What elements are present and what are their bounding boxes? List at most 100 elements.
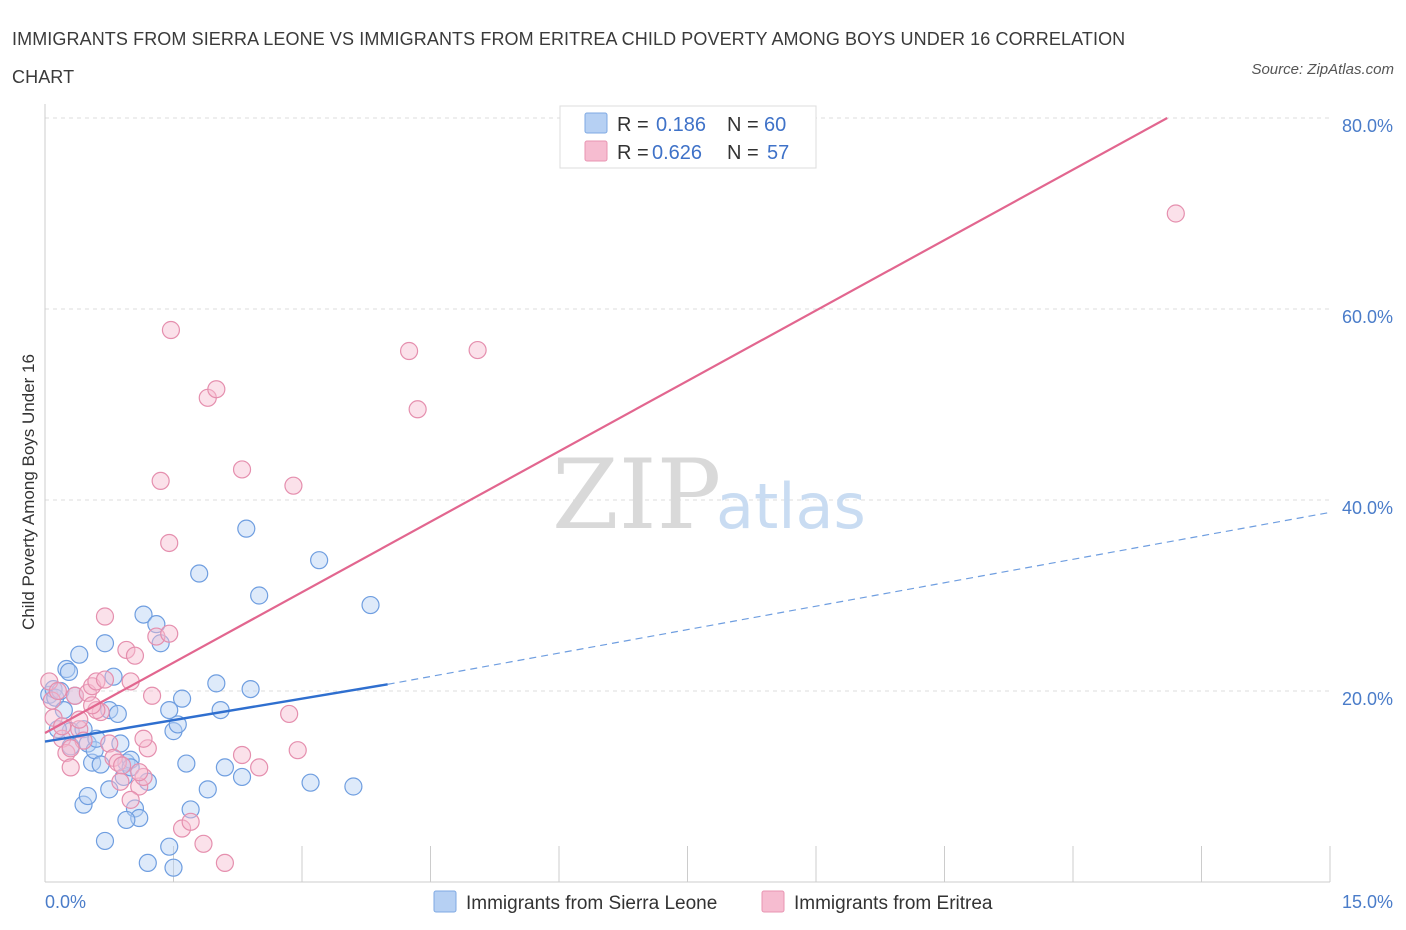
eritrea-point-25 [142,686,162,705]
bottom-legend-swatch-pink [761,890,785,913]
eritrea-point-38 [250,758,269,777]
sierra-leone-point-36 [190,564,209,583]
legend-r-value-1: 0.186 [656,114,706,136]
sierra-leone-point-16 [95,634,115,653]
eritrea-point-44 [468,340,487,360]
eritrea-point-54 [160,624,179,643]
sierra-leone-point-30 [160,700,179,720]
bottom-legend: Immigrants from Sierra Leone Immigrants … [433,890,993,914]
legend-swatch-pink [584,140,608,162]
trend-line-sierra-leone-extension [387,511,1331,685]
legend-box: R = 0.186 N = 60 R = 0.626 N = 57 [559,105,817,169]
eritrea-point-29 [161,320,181,340]
eritrea-point-36 [232,460,252,479]
bottom-legend-label-pink: Immigrants from Eritrea [794,893,993,914]
eritrea-point-46 [111,772,130,791]
eritrea-point-22 [130,777,149,796]
y-tick-label-3: 80.0% [1342,116,1393,136]
sierra-leone-point-26 [134,605,153,624]
trend-line-eritrea [44,117,1168,734]
legend-r-value-2: 0.626 [652,142,702,164]
sierra-leone-point-45 [301,773,320,792]
chart-title: IMMIGRANTS FROM SIERRA LEONE VS IMMIGRAN… [12,29,1126,87]
y-axis-label: Child Poverty Among Boys Under 16 [19,354,38,630]
eritrea-point-20 [121,672,140,691]
eritrea-point-37 [232,745,252,765]
eritrea-point-47 [121,790,140,809]
x-tick-label-1: 15.0% [1342,892,1393,912]
eritrea-point-34 [207,380,226,399]
watermark-atlas: atlas [716,470,866,543]
x-tick-label-0: 0.0% [45,892,86,912]
eritrea-point-53 [95,670,115,689]
legend-n-value-1: 60 [764,114,786,136]
sierra-leone-point-28 [147,615,166,634]
eritrea-point-42 [399,341,419,361]
sierra-leone-point-43 [241,679,260,699]
sierra-leone-point-56 [117,810,136,830]
bottom-legend-label-blue: Immigrants from Sierra Leone [466,893,717,914]
eritrea-point-3 [48,681,67,701]
sierra-leone-point-37 [198,780,217,799]
bottom-legend-swatch-blue [433,890,457,913]
eritrea-point-32 [194,834,213,853]
sierra-leone-point-33 [172,689,192,708]
eritrea-point-24 [138,739,157,758]
sierra-leone-point-38 [207,674,226,693]
sierra-leone-point-52 [160,837,179,856]
eritrea-point-48 [134,729,153,748]
eritrea-point-28 [160,533,179,553]
legend-r-label-1: R = [617,114,649,136]
sierra-leone-point-48 [361,595,380,615]
eritrea-point-15 [100,734,119,753]
sierra-leone-point-6 [59,662,79,682]
trend-lines [44,117,1331,743]
eritrea-point-14 [95,607,115,626]
eritrea-point-51 [61,739,80,758]
legend-n-value-2: 57 [767,142,789,164]
eritrea-point-18 [112,756,132,775]
sierra-leone-point-42 [237,519,256,538]
source-label: Source: ZipAtlas.com [1251,61,1394,78]
legend-r-label-2: R = [617,142,649,164]
tick-labels: 20.0% 40.0% 60.0% 80.0% 0.0% 15.0% [45,116,1393,912]
sierra-leone-point-46 [310,551,329,570]
sierra-leone-point-9 [70,645,89,664]
grid [45,117,1330,692]
watermark: ZIP atlas [552,439,866,551]
sierra-leone-point-40 [215,758,234,777]
sierra-leone-point-51 [164,858,183,877]
trend-line-sierra-leone [44,683,388,743]
eritrea-point-27 [151,471,170,490]
sierra-leone-point-49 [95,831,115,851]
eritrea-point-39 [280,704,299,724]
eritrea-point-52 [130,763,149,782]
sierra-leone-point-47 [344,777,363,796]
y-tick-label-2: 60.0% [1342,307,1393,327]
eritrea-point-45 [1166,204,1185,223]
sierra-leone-point-53 [74,795,93,814]
eritrea-point-6 [61,758,80,777]
legend-n-label-1: N = [727,114,759,136]
sierra-leone-point-50 [138,853,157,873]
sierra-leone-point-5 [57,659,76,679]
sierra-leone-point-34 [177,754,196,773]
eritrea-point-31 [181,812,200,831]
sierra-leone-point-44 [250,586,269,605]
y-tick-label-1: 40.0% [1342,498,1393,518]
sierra-leone-point-19 [108,704,127,724]
watermark-zip: ZIP [552,439,721,551]
eritrea-point-21 [125,646,145,665]
sierra-leone-point-41 [232,767,252,787]
legend-swatch-blue [584,112,608,134]
series-sierra-leone-points [40,519,380,877]
y-tick-label-0: 20.0% [1342,689,1393,709]
eritrea-point-40 [284,476,303,495]
eritrea-point-35 [215,853,234,873]
sierra-leone-point-35 [181,800,200,819]
sierra-leone-point-54 [78,786,97,806]
eritrea-point-41 [288,741,307,760]
eritrea-point-43 [408,400,427,419]
legend-n-label-2: N = [727,142,759,164]
